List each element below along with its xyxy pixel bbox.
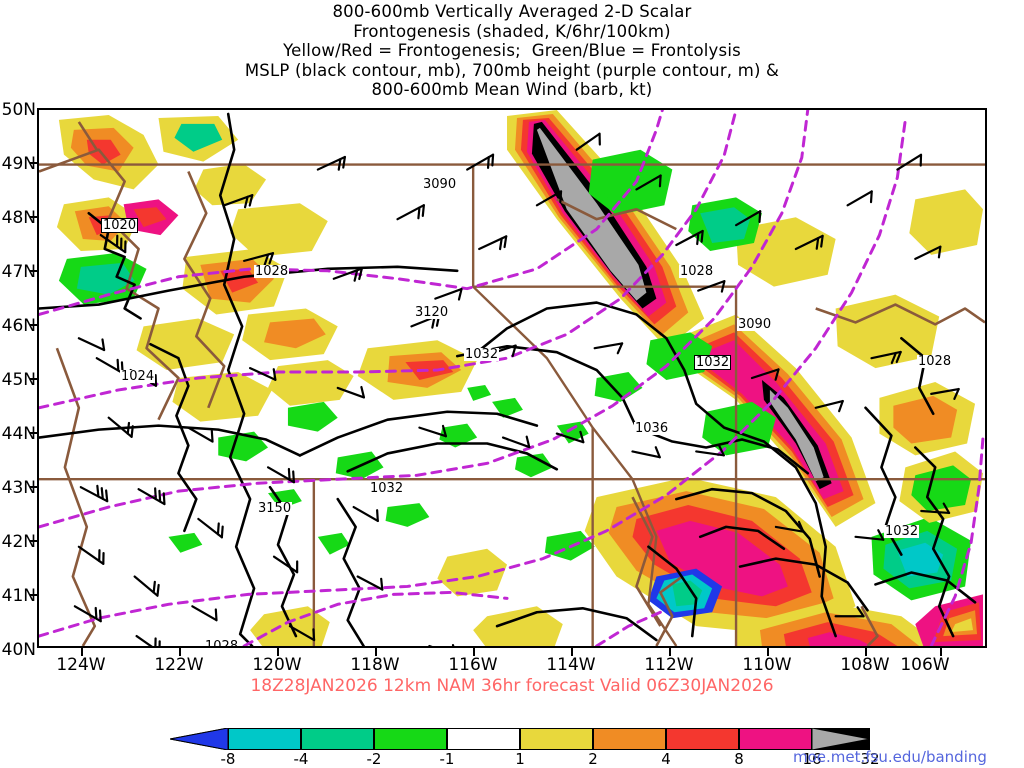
x-axis-label-106w: 106W	[900, 655, 950, 675]
x-axis-label-112w: 112W	[644, 655, 694, 675]
colorbar-seg-green	[374, 728, 447, 750]
mslp-label-1032-b: 1032	[369, 481, 405, 496]
mslp-label-1028-a: 1028	[254, 264, 290, 279]
height-label-3120: 3120	[414, 305, 450, 320]
colorbar-tick-16: 16	[802, 750, 822, 768]
y-tick-49n	[30, 162, 38, 164]
mslp-label-1032-d: 1032	[884, 524, 920, 539]
map-plot-frame[interactable]: 1020 1028 1032 1032 1028 1032 1036 1024 …	[37, 108, 987, 648]
x-tick-114w	[571, 648, 573, 656]
colorbar-tick--1: -1	[439, 750, 455, 768]
mslp-label-1028-c: 1028	[204, 640, 240, 646]
height-contours	[39, 110, 985, 646]
mslp-label-1028-b: 1028	[679, 264, 715, 279]
y-axis-label-47n: 47N	[1, 262, 36, 282]
colorbar-tick-2: 2	[588, 750, 598, 768]
y-tick-47n	[30, 270, 38, 272]
y-axis-label-42n: 42N	[1, 532, 36, 552]
mslp-label-1020: 1020	[101, 218, 139, 233]
colorbar-tick-32: 32	[860, 750, 880, 768]
chart-title-block: 800-600mb Vertically Averaged 2-D Scalar…	[0, 2, 1024, 100]
colorbar-seg-black	[812, 728, 870, 750]
x-tick-120w	[277, 648, 279, 656]
title-line-4: MSLP (black contour, mb), 700mb height (…	[244, 60, 780, 80]
y-tick-41n	[30, 594, 38, 596]
x-tick-118w	[375, 648, 377, 656]
x-axis-label-124w: 124W	[56, 655, 106, 675]
y-axis-label-40n: 40N	[1, 640, 36, 660]
colorbar-seg-orange	[593, 728, 666, 750]
colorbar-seg-cyan	[228, 728, 301, 750]
y-axis-label-41n: 41N	[1, 586, 36, 606]
colorbar-seg-magenta	[739, 728, 812, 750]
y-tick-45n	[30, 378, 38, 380]
y-axis-label-46n: 46N	[1, 316, 36, 336]
x-axis-label-122w: 122W	[154, 655, 204, 675]
y-axis-label-50n: 50N	[1, 100, 36, 120]
y-axis-label-49n: 49N	[1, 154, 36, 174]
mslp-label-1032-a: 1032	[464, 347, 500, 362]
height-label-3090-a: 3090	[422, 177, 458, 192]
x-tick-124w	[81, 648, 83, 656]
colorbar-tick-4: 4	[661, 750, 671, 768]
y-tick-48n	[30, 216, 38, 218]
colorbar-seg-red	[666, 728, 739, 750]
mslp-label-1028-d: 1028	[917, 354, 953, 369]
x-axis-label-114w: 114W	[546, 655, 596, 675]
x-tick-112w	[669, 648, 671, 656]
colorbar-tick-1: 1	[515, 750, 525, 768]
x-tick-116w	[473, 648, 475, 656]
colorbar-seg-teal	[301, 728, 374, 750]
colorbar-legend[interactable]: -8 -4 -2 -1 1 2 4 8 16 32	[170, 728, 880, 768]
title-line-2: Frontogenesis (shaded, K/6hr/100km)	[353, 21, 671, 41]
y-axis-label-44n: 44N	[1, 424, 36, 444]
title-line-3: Yellow/Red = Frontogenesis; Green/Blue =…	[283, 41, 741, 60]
colorbar-tick--8: -8	[220, 750, 236, 768]
colorbar-tick--2: -2	[366, 750, 382, 768]
title-line-1: 800-600mb Vertically Averaged 2-D Scalar	[332, 2, 692, 21]
site-watermark[interactable]: moe.met.fsu.edu/banding	[793, 748, 987, 766]
x-axis-label-120w: 120W	[252, 655, 302, 675]
x-axis-label-118w: 118W	[350, 655, 400, 675]
y-axis-label-43n: 43N	[1, 478, 36, 498]
y-tick-46n	[30, 324, 38, 326]
x-tick-106w	[940, 648, 942, 656]
colorbar-strip	[170, 728, 870, 750]
mslp-label-1036: 1036	[634, 421, 670, 436]
x-axis-label-116w: 116W	[448, 655, 498, 675]
mslp-label-1032-c: 1032	[694, 355, 732, 370]
y-axis-label-48n: 48N	[1, 208, 36, 228]
mslp-label-1024: 1024	[120, 369, 156, 384]
wind-barbs	[73, 132, 960, 646]
y-tick-42n	[30, 540, 38, 542]
height-label-3150: 3150	[257, 501, 293, 516]
y-tick-44n	[30, 432, 38, 434]
x-tick-110w	[767, 648, 769, 656]
title-line-5: 800-600mb Mean Wind (barb, kt)	[371, 80, 653, 99]
colorbar-tick--4: -4	[293, 750, 309, 768]
x-tick-122w	[179, 648, 181, 656]
frontogenesis-map	[39, 110, 985, 646]
height-label-3090-b: 3090	[737, 317, 773, 332]
colorbar-seg-yellow	[520, 728, 593, 750]
y-axis-label-45n: 45N	[1, 370, 36, 390]
forecast-caption: 18Z28JAN2026 12km NAM 36hr forecast Vali…	[250, 676, 774, 696]
x-tick-108w	[865, 648, 867, 656]
mslp-contours	[39, 112, 977, 646]
colorbar-seg-white	[447, 728, 520, 750]
colorbar-tick-8: 8	[734, 750, 744, 768]
x-axis-label-108w: 108W	[840, 655, 890, 675]
y-tick-43n	[30, 486, 38, 488]
x-axis-label-110w: 110W	[742, 655, 792, 675]
